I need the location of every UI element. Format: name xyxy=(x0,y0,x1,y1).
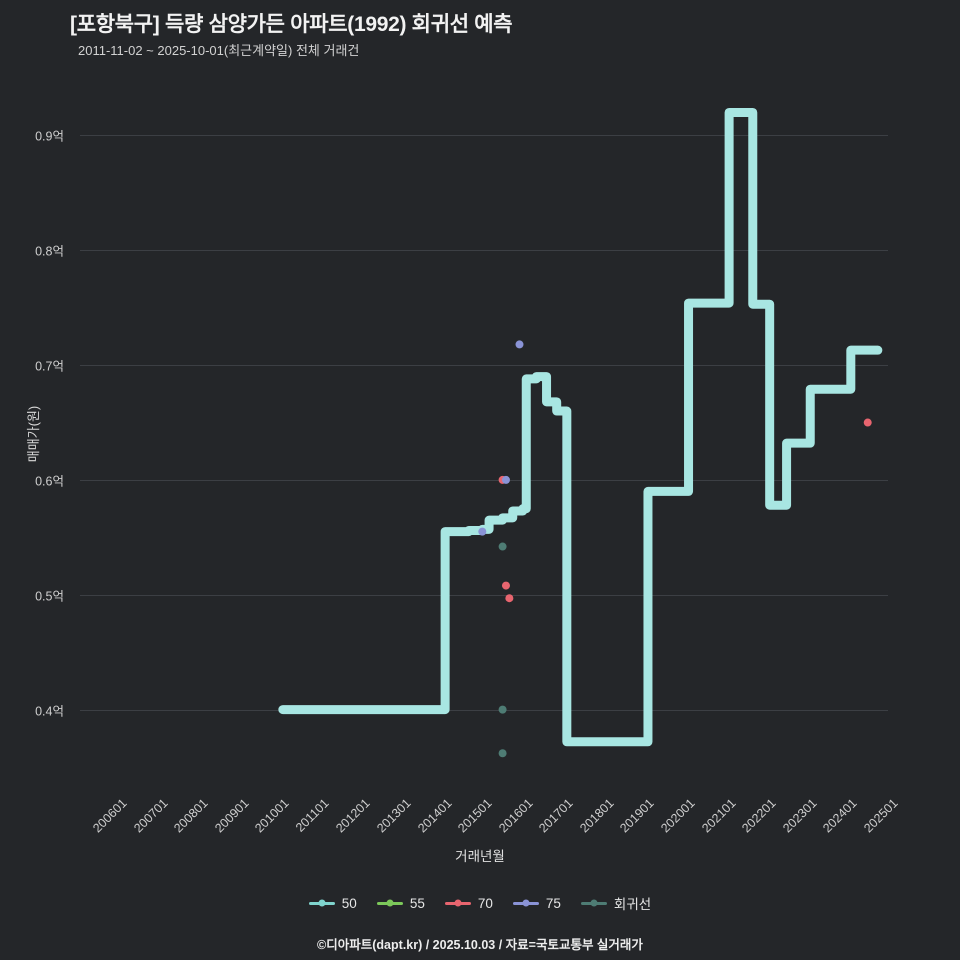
data-point-75 xyxy=(478,527,487,536)
gridline xyxy=(80,479,888,481)
gridline xyxy=(80,365,888,367)
x-tick-label: 201701 xyxy=(536,796,576,836)
x-tick-label: 200801 xyxy=(171,796,211,836)
legend-swatch-icon xyxy=(308,901,335,905)
x-tick-label: 202301 xyxy=(779,796,820,836)
data-point-70 xyxy=(505,594,514,603)
x-tick-label: 202101 xyxy=(698,796,739,836)
legend-item-55[interactable]: 55 xyxy=(376,895,425,911)
data-point-70 xyxy=(501,581,510,590)
data-point-회귀선 xyxy=(498,749,507,758)
x-tick-label: 200901 xyxy=(211,796,252,836)
legend-label: 회귀선 xyxy=(613,897,652,912)
x-tick-label: 201201 xyxy=(333,796,374,836)
legend-label: 75 xyxy=(545,895,561,911)
y-tick-label: 0.7억 xyxy=(35,359,64,374)
legend-swatch-icon xyxy=(580,901,607,905)
y-tick-label: 0.6억 xyxy=(35,474,64,489)
data-point-회귀선 xyxy=(498,705,507,714)
legend-label: 55 xyxy=(409,895,425,911)
x-tick-label: 201301 xyxy=(374,796,414,836)
series-line-50 xyxy=(283,112,878,741)
data-point-회귀선 xyxy=(498,542,507,551)
plot-area xyxy=(80,78,888,790)
gridline xyxy=(80,594,888,596)
gridline xyxy=(80,709,888,711)
legend-item-50[interactable]: 50 xyxy=(308,895,357,911)
x-tick-label: 202201 xyxy=(739,796,779,836)
y-tick-label: 0.5억 xyxy=(35,589,64,604)
legend-item-회귀선[interactable]: 회귀선 xyxy=(580,893,652,913)
x-tick-label: 201001 xyxy=(252,796,292,836)
legend-item-70[interactable]: 70 xyxy=(444,895,493,911)
footer-credit: ©디아파트(dapt.kr) / 2025.10.03 / 자료=국토교통부 실… xyxy=(317,938,643,952)
chart-legend: 50 55 70 75 회귀선 xyxy=(0,893,960,913)
x-tick-label: 202401 xyxy=(820,796,860,836)
gridline xyxy=(80,250,888,252)
y-tick-label: 0.9억 xyxy=(35,129,64,144)
x-axis-label: 거래년월 xyxy=(455,849,505,864)
y-tick-label: 0.4억 xyxy=(35,704,64,719)
x-axis-ticks: 200601 200701 200801 200901 201001 201101 2012… xyxy=(80,790,900,850)
legend-item-75[interactable]: 75 xyxy=(512,895,561,911)
y-axis-ticks: 0.4억 0.5억 0.6억 0.7억 0.8억 0.9억 xyxy=(0,78,72,790)
legend-label: 50 xyxy=(341,895,357,911)
chart-subtitle: 2011-11-02 ~ 2025-10-01(최근계약일) 전체 거래건 xyxy=(78,43,360,58)
x-tick-label: 200701 xyxy=(130,796,171,836)
x-tick-label: 200601 xyxy=(90,796,130,836)
y-tick-label: 0.8억 xyxy=(35,244,64,259)
x-tick-label: 201801 xyxy=(577,796,617,836)
gridline xyxy=(80,135,888,137)
page-title: [포항북구] 득량 삼양가든 아파트(1992) 회귀선 예측 xyxy=(70,13,513,36)
data-point-70 xyxy=(863,418,872,427)
legend-swatch-icon xyxy=(376,901,403,905)
data-point-75 xyxy=(515,340,524,349)
x-tick-label: 201601 xyxy=(495,796,536,836)
series-layer xyxy=(80,78,888,758)
x-tick-label: 201501 xyxy=(455,796,495,836)
x-tick-label: 201901 xyxy=(617,796,658,836)
legend-swatch-icon xyxy=(444,901,471,905)
x-tick-label: 201101 xyxy=(292,796,332,835)
x-tick-label: 202001 xyxy=(658,796,698,836)
legend-swatch-icon xyxy=(512,901,539,905)
data-point-75 xyxy=(501,475,510,484)
x-tick-label: 201401 xyxy=(414,796,455,836)
x-tick-label: 202501 xyxy=(861,796,901,836)
legend-label: 70 xyxy=(477,895,493,911)
